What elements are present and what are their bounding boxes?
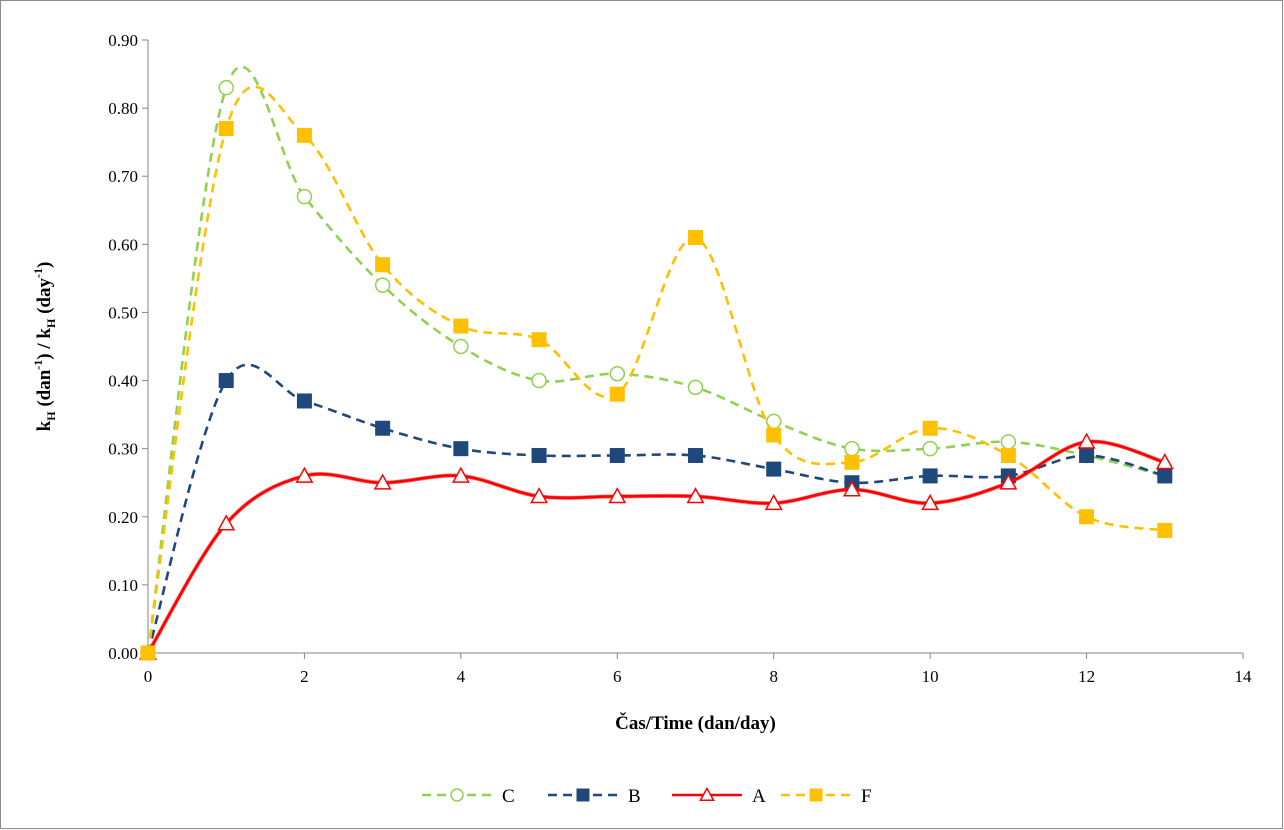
y-title-sup2: -1: [31, 268, 45, 278]
x-tick-label: 6: [613, 667, 622, 686]
legend-label-C: C: [502, 786, 515, 807]
y-title-unit: (dan: [34, 369, 55, 411]
y-title-unit2: (day: [34, 278, 55, 319]
data-point-B: [609, 447, 625, 463]
data-point-C: [296, 188, 313, 205]
data-point-A: [1155, 453, 1174, 470]
data-point-C: [844, 440, 860, 457]
data-point-C: [922, 440, 938, 457]
series-A: [139, 432, 1174, 660]
x-tick-label: 0: [144, 667, 153, 686]
data-point-C: [687, 379, 704, 396]
y-tick-label: 0.80: [108, 99, 138, 118]
data-point-F: [453, 318, 469, 334]
data-point-A: [217, 514, 236, 531]
legend-marker-F: [809, 788, 823, 802]
legend-item-C: C: [422, 786, 515, 807]
axes: 0.00 0.10 0.20 0.30 0.40 0.50 0.60 0.70 0.80 0.90…: [108, 31, 1252, 686]
data-point-A: [686, 487, 705, 504]
data-point-B: [453, 441, 469, 457]
series-F: [140, 85, 1173, 661]
y-tick-label: 0.60: [108, 235, 138, 254]
legend-label-A: A: [752, 786, 766, 807]
data-point-F: [1000, 447, 1016, 463]
y-tick-label: 0.30: [108, 440, 138, 459]
data-point-B: [375, 420, 391, 436]
data-point-F: [922, 420, 938, 436]
legend-marker-C: [450, 788, 464, 802]
data-point-A: [842, 480, 861, 497]
data-point-A: [921, 493, 940, 511]
data-point-B: [531, 447, 547, 463]
legend-label-B: B: [628, 786, 641, 807]
data-point-B: [296, 393, 312, 409]
y-tick-label: 0.70: [108, 167, 138, 186]
y-title-sep: ) / k: [34, 328, 55, 360]
y-axis-title: kH (dan-1) / kH (day-1): [31, 262, 58, 432]
x-tick-label: 10: [922, 667, 939, 686]
x-tick-label: 12: [1078, 667, 1095, 686]
data-point-A: [764, 493, 783, 511]
series-line-C: [146, 65, 1166, 654]
data-point-F: [296, 127, 312, 143]
y-title-sup: -1: [31, 360, 45, 370]
y-title-k: k: [34, 420, 55, 431]
data-point-A: [373, 473, 392, 490]
data-point-C: [453, 338, 469, 355]
data-point-A: [530, 487, 549, 504]
data-point-F: [688, 230, 703, 246]
y-title-sub2: H: [44, 318, 58, 328]
data-point-B: [1157, 468, 1173, 484]
data-point-B: [218, 373, 234, 389]
data-point-F: [218, 121, 234, 137]
legend-marker-B: [576, 788, 590, 802]
data-point-F: [766, 427, 782, 443]
legend-item-A: A: [672, 786, 766, 807]
data-point-F: [531, 332, 547, 348]
y-title-sub: H: [44, 411, 58, 421]
data-point-B: [922, 468, 938, 484]
data-point-C: [609, 365, 626, 382]
legend-item-B: B: [548, 786, 641, 807]
x-tick-label: 14: [1235, 667, 1253, 686]
data-point-C: [374, 277, 391, 293]
x-axis-title: Čas/Time (dan/day): [615, 712, 776, 734]
data-point-C: [531, 372, 547, 389]
data-point-A: [451, 466, 470, 483]
data-point-B: [1079, 447, 1095, 463]
y-tick-label: 0.50: [108, 303, 138, 322]
y-tick-label: 0.90: [108, 31, 138, 50]
data-point-C: [218, 79, 234, 96]
data-point-F: [140, 645, 156, 661]
y-tick-label: 0.40: [108, 372, 138, 391]
data-point-B: [766, 461, 782, 477]
legend-marker-A: [699, 786, 715, 802]
legend-item-F: F: [781, 786, 872, 807]
y-tick-label: 0.00: [108, 644, 138, 663]
series-line-B: [146, 363, 1166, 654]
data-point-C: [1000, 434, 1017, 450]
series-layer: [139, 65, 1174, 661]
legend-label-F: F: [861, 786, 872, 807]
data-point-F: [1157, 522, 1173, 538]
data-point-F: [1079, 509, 1095, 525]
data-point-B: [688, 447, 703, 463]
y-tick-label: 0.20: [108, 508, 138, 527]
data-point-F: [609, 386, 625, 402]
data-point-F: [375, 257, 391, 273]
x-tick-label: 8: [769, 667, 778, 686]
y-tick-label: 0.10: [108, 576, 138, 595]
data-point-A: [999, 473, 1018, 490]
data-point-A: [295, 466, 314, 483]
x-tick-label: 2: [300, 667, 309, 686]
data-point-A: [1077, 432, 1096, 449]
x-tick-label: 4: [457, 667, 466, 686]
data-point-A: [608, 487, 627, 504]
data-point-F: [844, 454, 860, 470]
y-title-end: ): [34, 262, 55, 268]
